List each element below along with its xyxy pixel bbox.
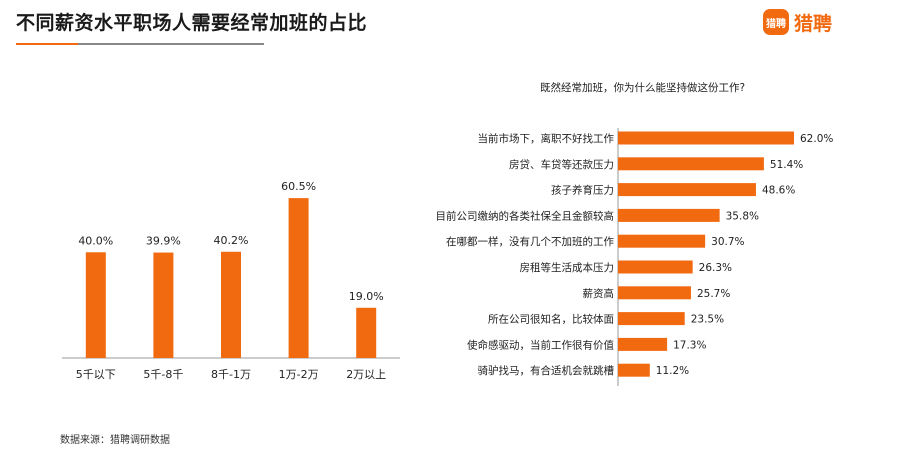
hbar-value-label: 17.3% [673, 339, 706, 351]
y-tick-label: 在哪都一样，没有几个不加班的工作 [446, 235, 614, 248]
hbar-9 [618, 337, 668, 351]
hbar-2 [618, 157, 764, 171]
bar-value-label: 40.0% [78, 234, 113, 247]
hbar-value-label: 51.4% [770, 159, 803, 171]
bar-value-label: 60.5% [281, 180, 316, 193]
chart-title: 既然经常加班，你为什么能坚持做这份工作? [540, 81, 745, 94]
y-tick-label: 孩子养育压力 [551, 184, 614, 197]
hbar-value-label: 48.6% [762, 185, 795, 197]
data-source-note: 数据来源：猎聘调研数据 [60, 435, 170, 446]
bar-3 [221, 251, 241, 358]
y-tick-label: 使命感驱动，当前工作很有价值 [467, 338, 614, 351]
x-tick-label: 8千-1万 [211, 368, 251, 381]
hbar-6 [618, 260, 693, 274]
hbar-value-label: 30.7% [711, 236, 744, 248]
y-tick-label: 薪资高 [583, 287, 615, 300]
brand: 猎聘 猎聘 [763, 6, 832, 38]
y-tick-label: 房租等生活成本压力 [520, 261, 615, 274]
title-underline [16, 43, 264, 45]
hbar-3 [618, 183, 756, 197]
hbar-8 [618, 312, 685, 326]
bar-value-label: 39.9% [146, 235, 181, 248]
hbar-value-label: 35.8% [726, 210, 759, 222]
x-tick-label: 1万-2万 [279, 368, 319, 381]
y-tick-label: 房贷、车贷等还款压力 [509, 158, 614, 171]
y-tick-label: 骑驴找马，有合适机会就跳槽 [478, 364, 615, 377]
hbar-value-label: 23.5% [691, 314, 724, 326]
hbar-7 [618, 286, 691, 300]
hbar-10 [618, 363, 650, 377]
bar-value-label: 19.0% [349, 290, 384, 303]
brand-logo-icon: 猎聘 [763, 9, 789, 35]
bar-2 [153, 252, 174, 358]
title-underline-accent [16, 43, 78, 45]
hbar-1 [618, 131, 794, 145]
x-tick-label: 2万以上 [346, 368, 386, 381]
y-tick-label: 所在公司很知名，比较体面 [488, 313, 614, 326]
bar-4 [288, 198, 309, 358]
bar-value-label: 40.2% [214, 234, 249, 247]
brand-name: 猎聘 [794, 12, 833, 35]
reasons-horizontal-bar-chart: 既然经常加班，你为什么能坚持做这份工作? 当前市场下，离职不好找工作 62.0% 房贷… [436, 81, 833, 386]
page-title: 不同薪资水平职场人需要经常加班的占比 [16, 12, 368, 34]
hbar-value-label: 25.7% [697, 288, 730, 300]
x-tick-label: 5千以下 [76, 368, 116, 381]
hbar-value-label: 26.3% [699, 262, 732, 274]
bar-5 [356, 307, 377, 358]
y-tick-label: 当前市场下，离职不好找工作 [478, 132, 615, 145]
hbar-4 [618, 208, 720, 222]
x-tick-label: 5千-8千 [143, 368, 183, 381]
hbar-value-label: 62.0% [800, 133, 833, 145]
salary-overtime-bar-chart: 40.0% 5千以下 39.9% 5千-8千 40.2% 8千-1万 60.5% 1万-2万 1… [62, 180, 400, 381]
bar-1 [85, 252, 106, 358]
hbar-5 [618, 234, 706, 248]
hbar-value-label: 11.2% [656, 365, 689, 377]
y-tick-label: 目前公司缴纳的各类社保全且金额较高 [436, 209, 615, 222]
